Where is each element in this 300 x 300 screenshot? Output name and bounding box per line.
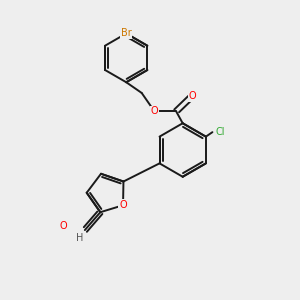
Text: O: O [188,91,196,101]
Text: O: O [60,221,68,231]
Text: Cl: Cl [216,127,226,137]
Text: O: O [151,106,158,116]
Text: O: O [119,200,127,210]
Text: H: H [76,233,83,243]
Text: Br: Br [121,28,132,38]
